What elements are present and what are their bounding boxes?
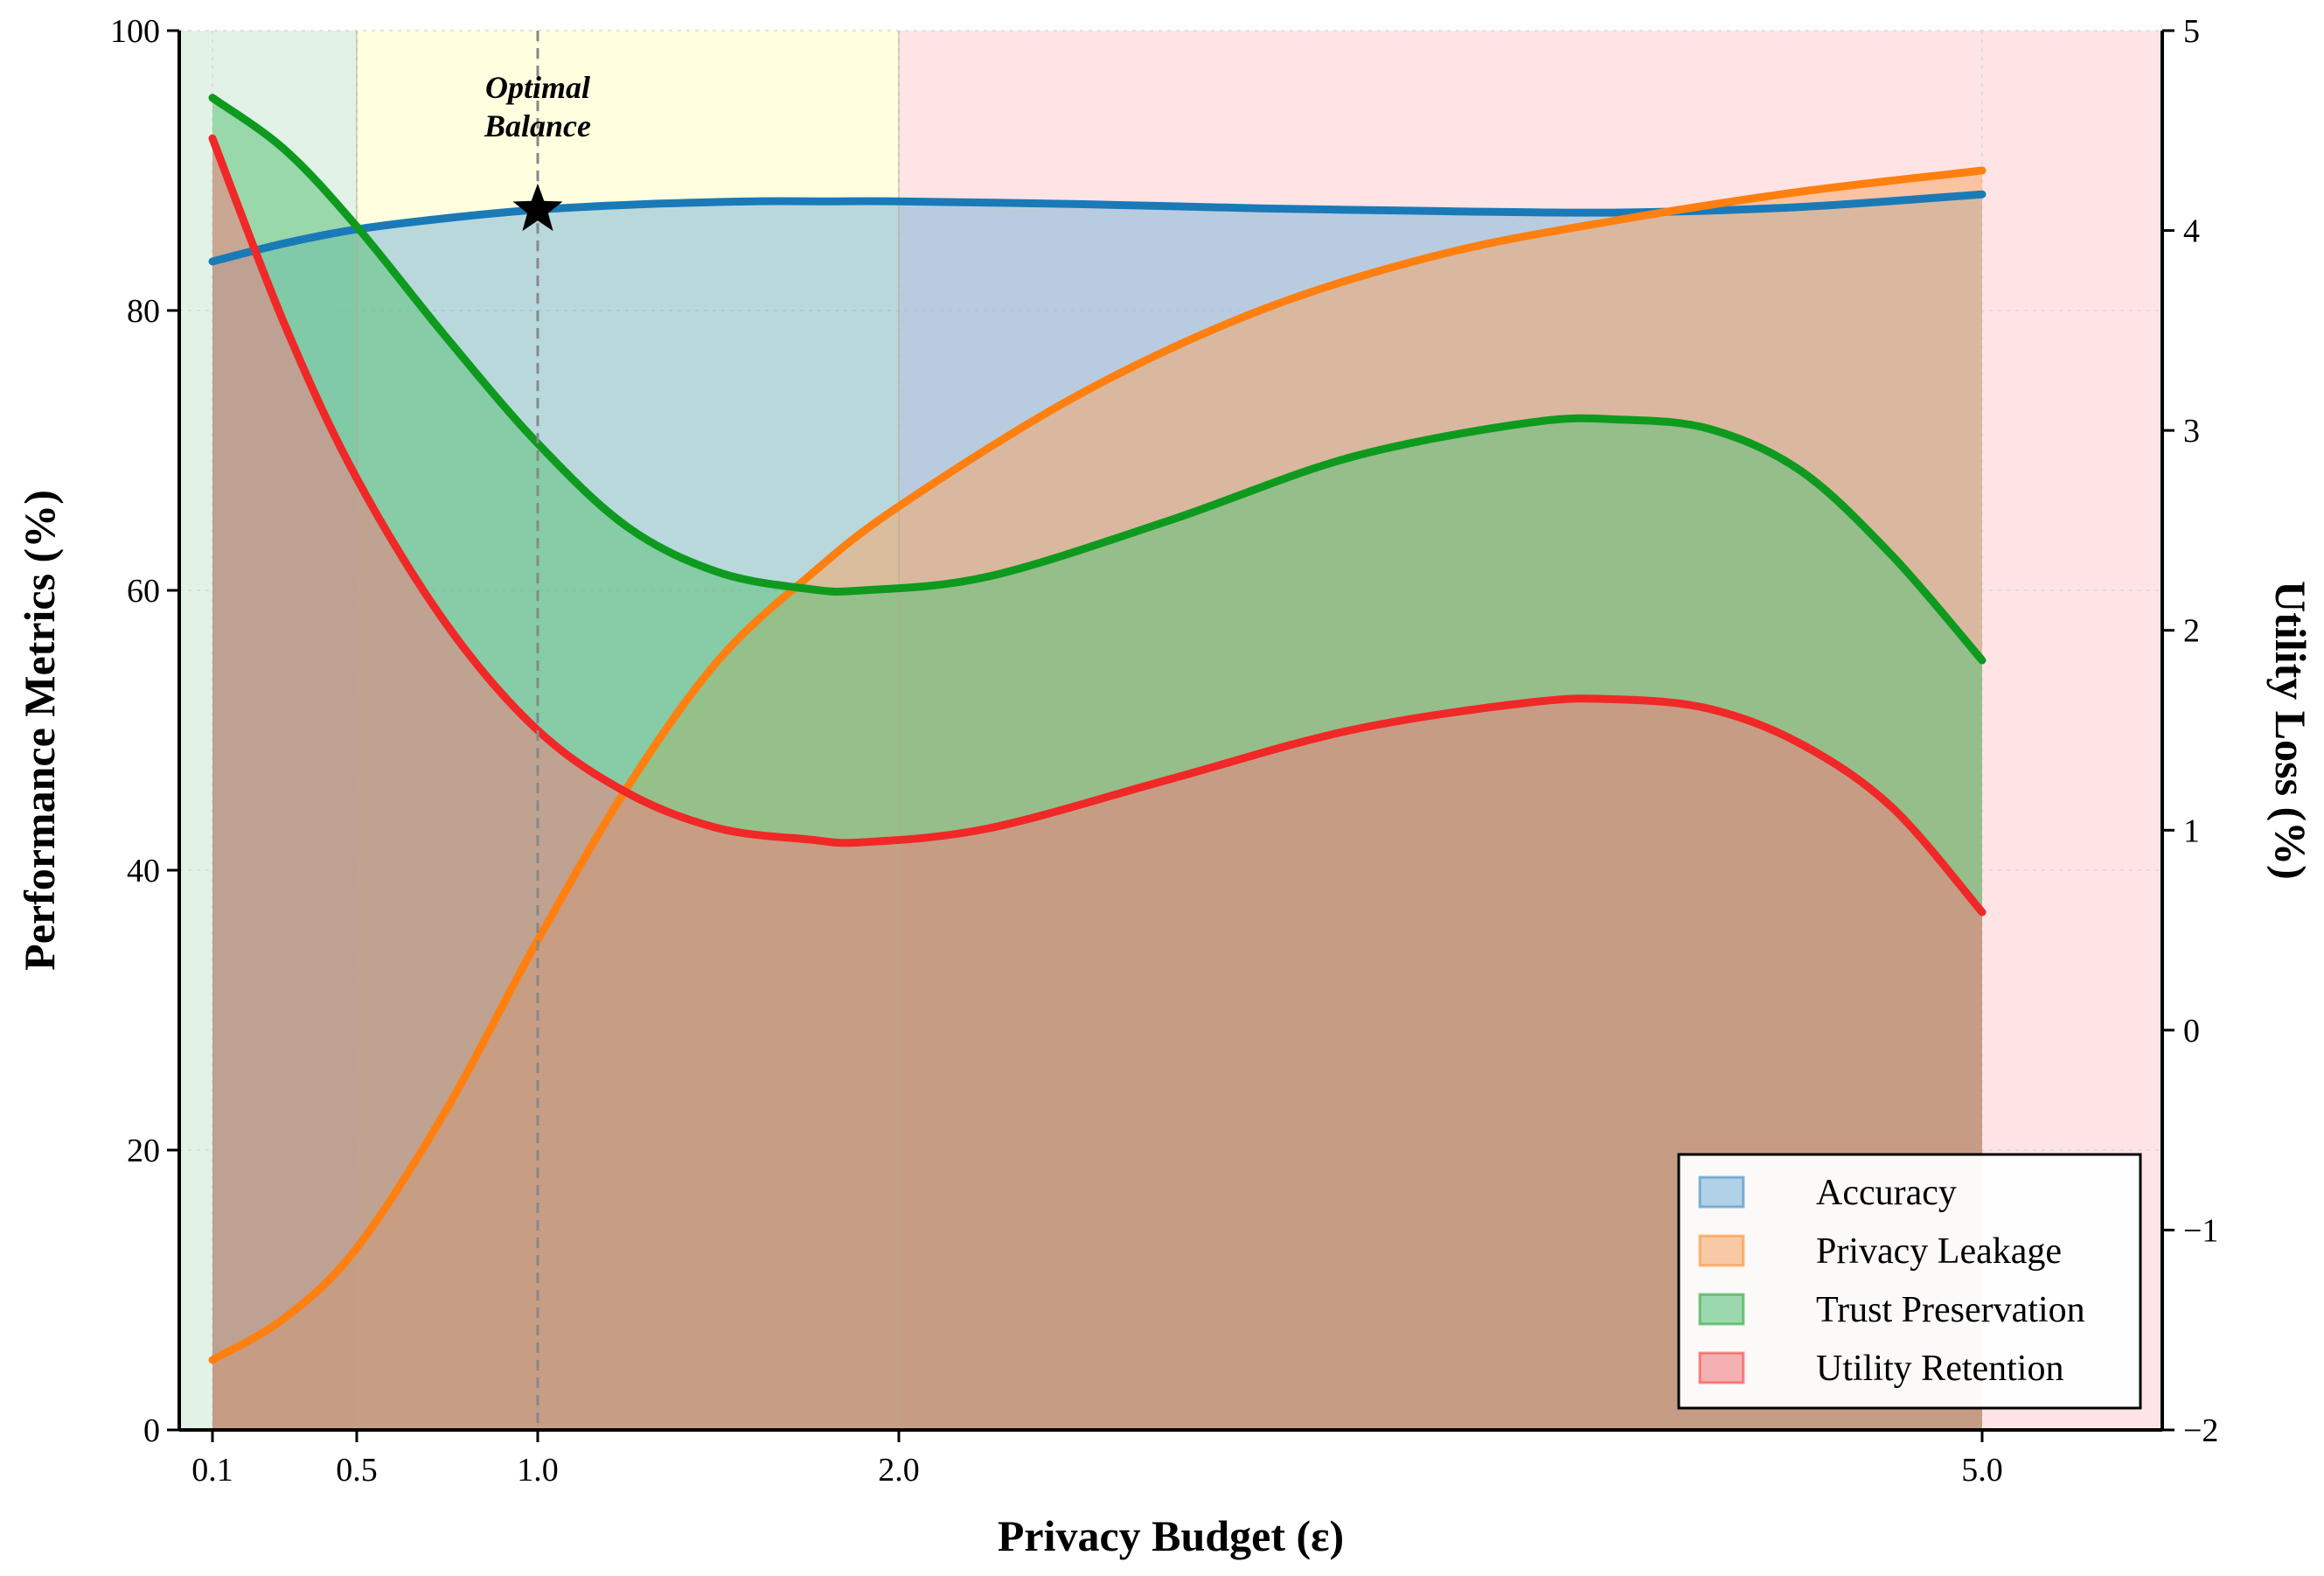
optimal-star-marker [512,183,563,232]
x-tick-label: 2.0 [878,1452,920,1489]
legend-label: Trust Preservation [1816,1290,2085,1330]
legend-label: Accuracy [1816,1173,1957,1213]
y2-tick-label: 4 [2183,213,2200,250]
y-tick-label: 100 [110,13,160,50]
legend-swatch [1698,1351,1745,1384]
x-tick-label: 0.1 [191,1452,233,1489]
line-privacy-leakage [208,166,1987,1364]
legend-swatch [1698,1234,1745,1267]
series-lines [208,94,1987,1364]
line-utility-retention [208,134,1987,917]
y-tick-label: 40 [127,853,160,889]
y2-tick-label: 2 [2183,613,2200,650]
annotation-text-line: Optimal [485,70,590,105]
ticks: 0 20 40 60 80 100 −2 −1 0 1 2 3 4 5 0.1 0.5 1.0 2.0 5.0 [110,13,2218,1489]
annotation-text-line: Balance [484,108,591,143]
x-tick-label: 5.0 [1961,1452,2003,1489]
line-trust-preservation [208,94,1987,665]
legend-swatch [1698,1293,1745,1326]
legend-label: Privacy Leakage [1816,1231,2062,1272]
line-accuracy [208,190,1987,266]
y2-tick-label: 1 [2183,812,2200,849]
y-tick-label: 20 [127,1133,160,1169]
y2-axis-title: Utility Loss (%) [2266,581,2315,880]
y-tick-label: 60 [127,573,160,610]
y-tick-label: 0 [143,1412,160,1449]
legend: Accuracy Privacy Leakage Trust Preservatio… [1677,1153,2142,1410]
x-tick-label: 1.0 [517,1452,559,1489]
legend-box [1677,1153,2142,1410]
y2-tick-label: 0 [2183,1013,2200,1050]
y2-tick-label: 5 [2183,13,2200,50]
x-axis-title: Privacy Budget (ε) [998,1511,1344,1560]
legend-label: Utility Retention [1816,1349,2063,1389]
x-tick-label: 0.5 [336,1452,378,1489]
y-tick-label: 80 [127,293,160,330]
y-axis-title: Performance Metrics (%) [15,490,64,971]
axes [177,31,2164,1432]
y2-tick-label: 3 [2183,413,2200,450]
legend-swatch [1698,1175,1745,1209]
y2-tick-label: −1 [2183,1212,2218,1249]
area-utility-retention [212,138,1982,1430]
y2-tick-label: −2 [2183,1412,2218,1449]
